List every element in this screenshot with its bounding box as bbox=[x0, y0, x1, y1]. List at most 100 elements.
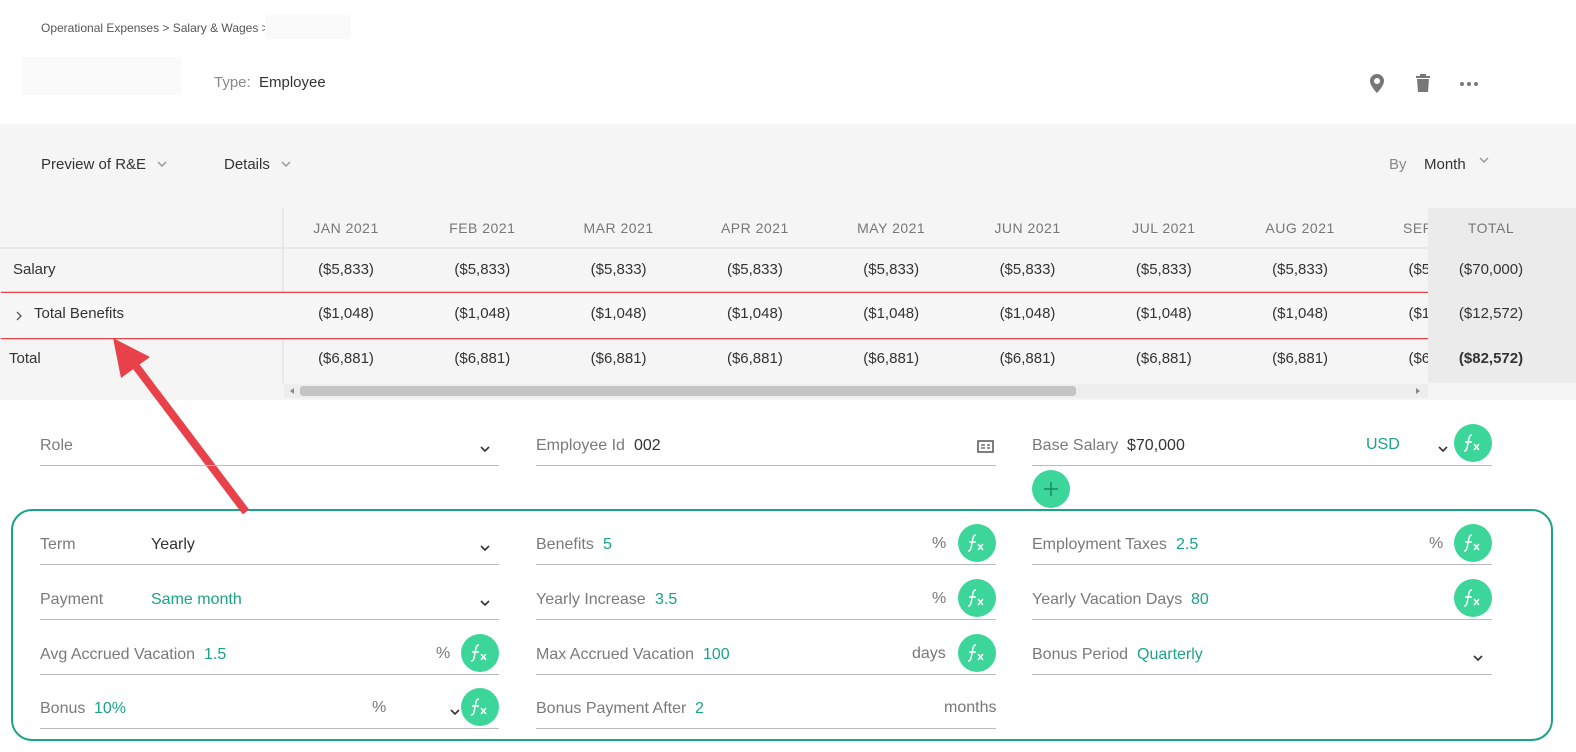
field-underline bbox=[536, 465, 996, 466]
field-underline bbox=[40, 728, 499, 729]
fx-button[interactable] bbox=[957, 523, 997, 568]
field-underline bbox=[1032, 564, 1492, 565]
dropdown-chevron-glyph bbox=[480, 446, 490, 453]
cell: ($5,833) bbox=[863, 261, 920, 278]
period-select[interactable]: Month bbox=[1424, 156, 1466, 173]
fx-button[interactable] bbox=[957, 578, 997, 623]
more-dot[interactable] bbox=[1467, 82, 1471, 86]
fx-button[interactable] bbox=[460, 633, 500, 678]
field-underline bbox=[536, 619, 996, 620]
fx-button[interactable] bbox=[460, 687, 500, 732]
more-dot[interactable] bbox=[1474, 82, 1478, 86]
top-panel bbox=[0, 124, 1576, 400]
column-header: AUG 2021 bbox=[1265, 220, 1335, 236]
fx-button-glyph bbox=[461, 634, 499, 672]
fx-button[interactable] bbox=[957, 633, 997, 678]
total-column: TOTAL ($70,000) ($12,572) ($82,572) bbox=[1428, 208, 1576, 383]
avatar-blank bbox=[22, 57, 182, 95]
dropdown-chevron-glyph bbox=[450, 709, 460, 716]
cell: ($6,881) bbox=[318, 350, 374, 367]
field-label: Benefits bbox=[536, 536, 594, 553]
dropdown-chevron[interactable] bbox=[1472, 650, 1484, 668]
row-label: Total bbox=[9, 350, 41, 367]
fx-button-glyph bbox=[1454, 524, 1492, 562]
cell: ($1,048) bbox=[590, 305, 647, 322]
dropdown-chevron[interactable] bbox=[479, 595, 491, 613]
dropdown-chevron[interactable] bbox=[449, 704, 461, 722]
details-menu[interactable]: Details bbox=[224, 156, 270, 173]
dropdown-chevron[interactable] bbox=[1437, 441, 1449, 459]
field-value[interactable]: 5 bbox=[603, 536, 612, 553]
fx-button[interactable] bbox=[1453, 423, 1493, 468]
more-dot[interactable] bbox=[1460, 82, 1464, 86]
cell: ($1,048) bbox=[1135, 305, 1192, 322]
field-unit: % bbox=[1429, 535, 1444, 552]
row-label: Salary bbox=[13, 261, 56, 278]
field-label: Role bbox=[40, 437, 73, 454]
field-underline bbox=[40, 564, 499, 565]
pin-icon[interactable] bbox=[1370, 74, 1384, 93]
field-underline bbox=[1032, 619, 1492, 620]
field-value[interactable]: $70,000 bbox=[1127, 437, 1185, 454]
fx-button[interactable] bbox=[1453, 523, 1493, 568]
cell: ($6,881) bbox=[863, 350, 920, 367]
fx-button-glyph bbox=[958, 579, 996, 617]
row-total: ($70,000) bbox=[1458, 261, 1524, 278]
cell: ($1,048) bbox=[1408, 305, 1428, 322]
trash-icon[interactable] bbox=[1416, 74, 1430, 92]
field-value[interactable]: 1.5 bbox=[204, 646, 227, 663]
group-box bbox=[11, 509, 1553, 741]
field-underline bbox=[1032, 674, 1492, 675]
cell: ($5,833) bbox=[1135, 261, 1192, 278]
field-label: Avg Accrued Vacation bbox=[40, 646, 196, 663]
field-value[interactable]: 10% bbox=[94, 700, 127, 717]
field-label: Bonus Period bbox=[1032, 646, 1129, 663]
field-label: Yearly Increase bbox=[536, 591, 646, 608]
preview-menu[interactable]: Preview of R&E bbox=[41, 156, 147, 173]
field-value[interactable]: 002 bbox=[634, 437, 661, 454]
field-label: Term bbox=[40, 536, 76, 553]
cell: ($1,048) bbox=[454, 305, 511, 322]
cell: ($6,881) bbox=[454, 350, 511, 367]
fx-button-glyph bbox=[1454, 424, 1492, 462]
fx-button[interactable] bbox=[1453, 578, 1493, 623]
cell: ($5,833) bbox=[999, 261, 1056, 278]
breadcrumb[interactable]: Operational Expenses > Salary & Wages > bbox=[41, 21, 269, 35]
column-header: JUL 2021 bbox=[1132, 220, 1196, 236]
expand-toggle[interactable] bbox=[14, 309, 24, 327]
dropdown-chevron[interactable] bbox=[479, 540, 491, 558]
add-button[interactable] bbox=[1032, 470, 1070, 508]
field-unit: % bbox=[932, 535, 947, 552]
cell: ($5,833) bbox=[1272, 261, 1329, 278]
cell: ($1,048) bbox=[1272, 305, 1329, 322]
cell: ($1,048) bbox=[726, 305, 783, 322]
column-header: MAY 2021 bbox=[857, 220, 926, 236]
dropdown-chevron-glyph bbox=[480, 600, 490, 607]
cell: ($5,833) bbox=[318, 261, 374, 278]
row-label[interactable]: Total Benefits bbox=[34, 305, 125, 322]
column-header: MAR 2021 bbox=[583, 220, 654, 236]
field-underline bbox=[536, 674, 996, 675]
field-value[interactable]: Quarterly bbox=[1137, 646, 1203, 663]
field-value[interactable]: Yearly bbox=[151, 536, 195, 553]
cell: ($1,048) bbox=[863, 305, 920, 322]
row-band bbox=[0, 293, 1428, 338]
by-label: By bbox=[1389, 156, 1407, 173]
field-label: Payment bbox=[40, 591, 104, 608]
type-value: Employee bbox=[259, 74, 326, 91]
cell: ($6,881) bbox=[1408, 350, 1428, 367]
field-value[interactable]: 80 bbox=[1191, 591, 1209, 608]
field-value[interactable]: Same month bbox=[151, 591, 242, 608]
field-value[interactable]: 2 bbox=[695, 700, 704, 717]
field-unit: months bbox=[944, 699, 997, 716]
field-value[interactable]: 2.5 bbox=[1176, 536, 1199, 553]
field-label: Employee Id bbox=[536, 437, 625, 454]
dropdown-chevron[interactable] bbox=[479, 441, 491, 459]
field-value[interactable]: 100 bbox=[703, 646, 730, 663]
fx-button-glyph bbox=[1454, 579, 1492, 617]
expand-toggle-glyph bbox=[16, 311, 22, 321]
fx-button-glyph bbox=[461, 688, 499, 726]
fx-button-glyph bbox=[958, 524, 996, 562]
cell: ($5,833) bbox=[590, 261, 647, 278]
field-value[interactable]: 3.5 bbox=[655, 591, 678, 608]
